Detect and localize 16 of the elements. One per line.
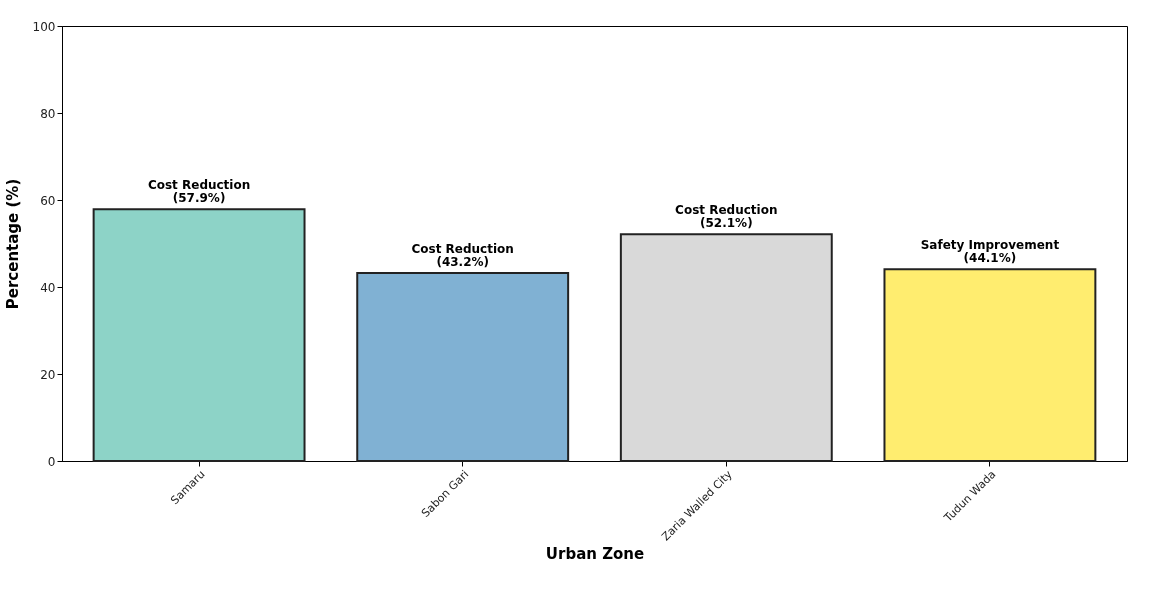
data-label: Cost Reduction (52.1%) — [675, 203, 778, 231]
x-axis-title: Urban Zone — [545, 544, 645, 563]
bar — [883, 268, 1097, 462]
y-tick-label: 60 — [40, 193, 56, 208]
data-label: Safety Improvement (44.1%) — [920, 238, 1060, 266]
bar — [619, 233, 833, 462]
y-tick-label: 0 — [47, 454, 56, 469]
y-tick-label: 100 — [32, 19, 56, 34]
bar — [356, 272, 570, 462]
y-tick-label: 20 — [40, 367, 56, 382]
bar — [92, 208, 306, 462]
y-axis-title: Percentage (%) — [3, 178, 22, 310]
y-tick-label: 40 — [40, 280, 56, 295]
data-label: Cost Reduction (57.9%) — [147, 178, 251, 206]
y-tick-label: 80 — [40, 106, 56, 121]
data-label: Cost Reduction (43.2%) — [411, 242, 514, 270]
